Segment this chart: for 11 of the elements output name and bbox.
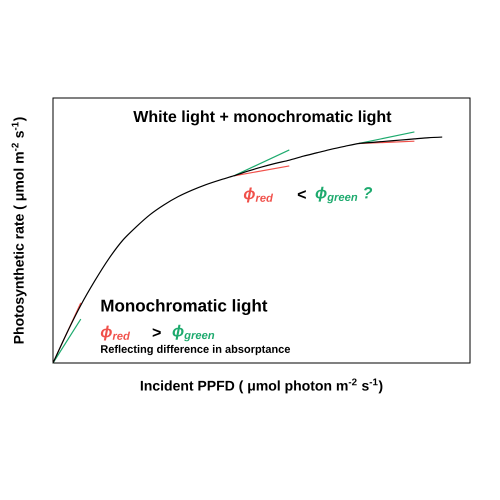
annotation: ϕ$_{red}$ bbox=[100, 326, 130, 341]
annotation: Monochromatic light bbox=[101, 299, 268, 316]
annotation: > bbox=[152, 328, 161, 337]
annotation: Reflecting difference in absorptance bbox=[101, 344, 290, 356]
y-axis-title: Photosynthetic rate ( μmol m$^{-2}$ s$^{-1}$) bbox=[12, 117, 27, 344]
annotation: ϕ$_{green}$ bbox=[172, 324, 214, 342]
text: White light + monochromatic light bbox=[133, 110, 392, 126]
x-axis-title: Incident PPFD ( μmol photon m$^{-2}$ s$^{-1}$) bbox=[140, 378, 382, 394]
annotation: < bbox=[298, 190, 306, 199]
annotation: ϕ$_{red}$ bbox=[244, 188, 274, 202]
annotation: ϕ$_{green}$ ? bbox=[316, 186, 372, 204]
